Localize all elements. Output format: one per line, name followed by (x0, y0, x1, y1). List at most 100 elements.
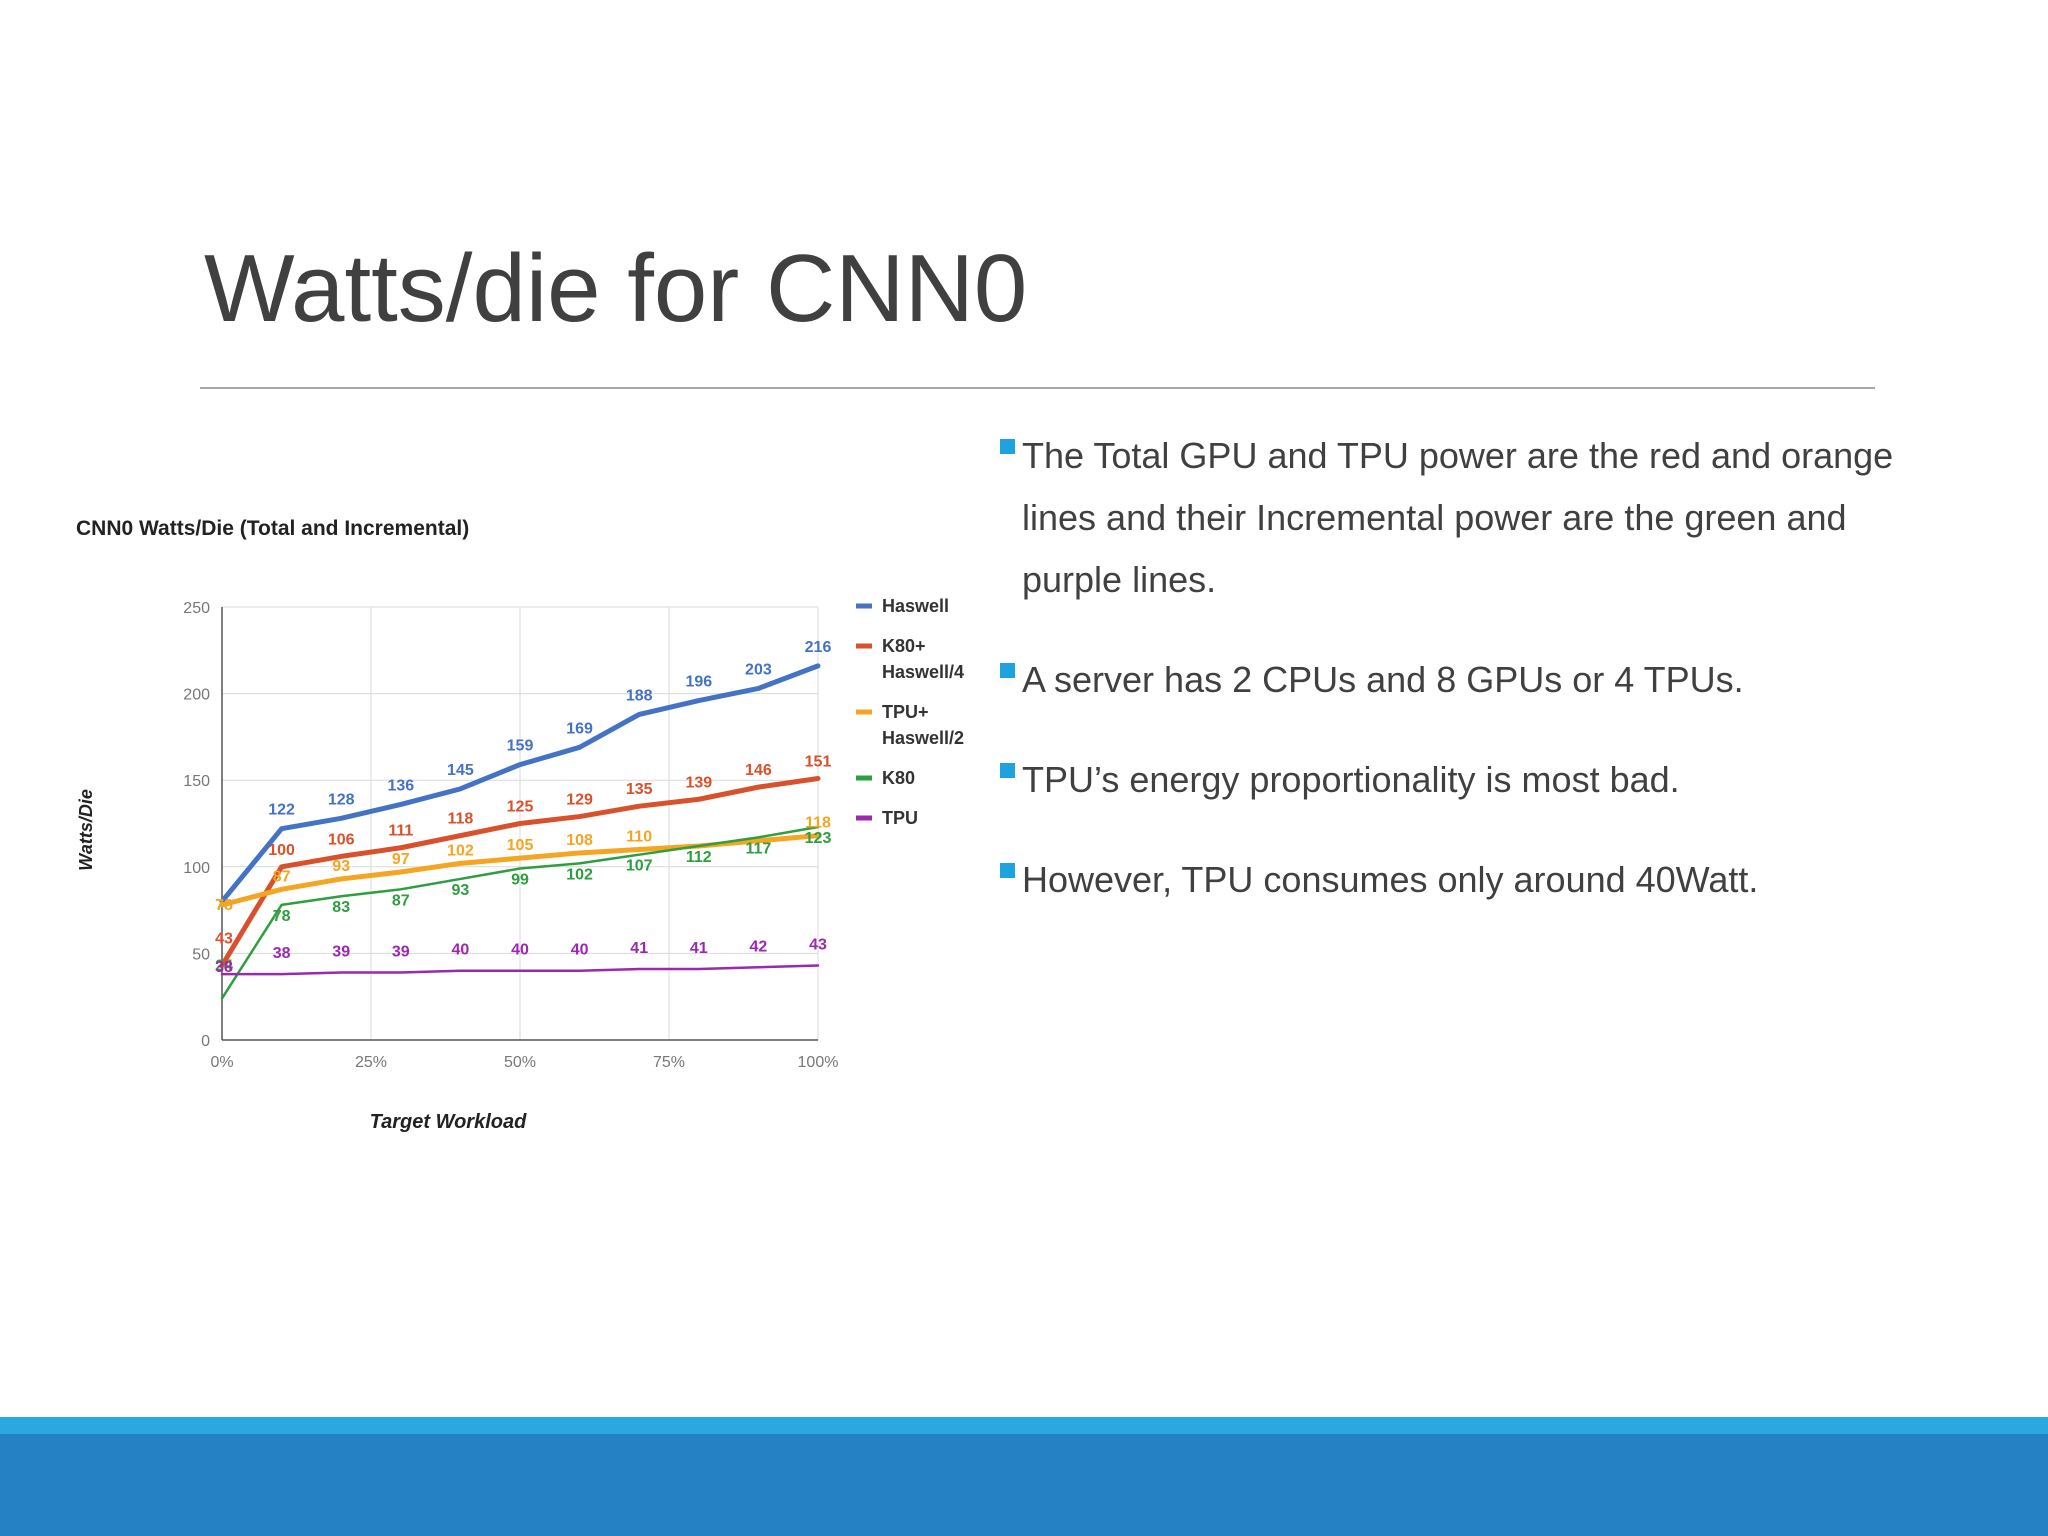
data-label: 118 (447, 811, 473, 828)
data-label: 102 (447, 842, 474, 859)
data-label: 146 (745, 762, 772, 779)
legend-label-line: TPU (882, 808, 918, 828)
data-label: 24 (215, 957, 233, 974)
data-label: 188 (626, 687, 653, 704)
chart-title: CNN0 Watts/Die (Total and Incremental) (76, 517, 469, 540)
data-label: 216 (805, 639, 832, 656)
footer-bar (0, 1434, 2048, 1536)
legend-label-line: K80 (882, 768, 915, 788)
data-label: 38 (273, 945, 291, 962)
y-tick-label: 50 (192, 946, 210, 963)
bullet-list: The Total GPU and TPU power are the red … (1000, 425, 1900, 949)
data-label: 38 (215, 959, 233, 976)
chart-x-axis-label: Target Workload (370, 1111, 527, 1133)
legend-label: TPU (882, 808, 918, 828)
line-chart: CNN0 Watts/Die (Total and Incremental) W… (76, 517, 964, 1133)
data-label: 105 (507, 837, 534, 854)
data-label: 106 (328, 831, 355, 848)
data-label: 135 (626, 781, 653, 798)
legend-label-line: TPU+ (882, 702, 929, 722)
data-label: 128 (328, 791, 355, 808)
data-label: 129 (566, 792, 593, 809)
bullet-square-icon (1000, 763, 1015, 778)
x-tick-label: 75% (653, 1054, 685, 1071)
data-label: 43 (215, 931, 233, 948)
data-label: 107 (626, 858, 653, 875)
y-tick-label: 200 (183, 687, 210, 704)
data-label: 151 (805, 753, 832, 770)
series-line (220, 964, 820, 976)
data-label: 136 (387, 777, 414, 794)
series-line (220, 825, 820, 1000)
data-label: 108 (566, 832, 593, 849)
x-tick-label: 25% (355, 1054, 387, 1071)
bullet-text: A server has 2 CPUs and 8 GPUs or 4 TPUs… (1022, 659, 1744, 700)
data-label: 112 (686, 849, 712, 866)
bullet-text: However, TPU consumes only around 40Watt… (1022, 859, 1759, 900)
data-label: 145 (447, 762, 474, 779)
legend-label: Haswell (882, 596, 949, 616)
chart-legend: Haswell K80+ Haswell/4 TPU+ Haswell/2 K80 TPU (856, 596, 964, 828)
data-label: 117 (745, 840, 771, 857)
y-tick-label: 100 (183, 860, 210, 877)
x-tick-label: 100% (798, 1054, 839, 1071)
data-label: 93 (332, 858, 350, 875)
chart-data-labels: 122 128 136 145 159 169 188 196 203 216 43 100 106 11… (215, 639, 831, 976)
footer-accent-stripe (0, 1417, 2048, 1434)
data-label: 40 (452, 942, 470, 959)
y-tick-label: 250 (183, 600, 210, 617)
series-line (219, 663, 821, 904)
y-tick-label: 150 (183, 773, 210, 790)
x-tick-label: 0% (210, 1054, 233, 1071)
data-label: 100 (268, 842, 295, 859)
x-tick-label: 50% (504, 1054, 536, 1071)
data-label: 125 (507, 799, 534, 816)
bullet-text: TPU’s energy proportionality is most bad… (1022, 759, 1680, 800)
chart-series-lines (219, 663, 821, 1000)
data-label: 39 (392, 943, 410, 960)
bullet-item: However, TPU consumes only around 40Watt… (1000, 849, 1900, 911)
bullet-square-icon (1000, 439, 1015, 454)
data-label: 41 (690, 940, 708, 957)
slide-title: Watts/die for CNN0 (204, 235, 1028, 342)
bullet-square-icon (1000, 663, 1015, 678)
data-label: 169 (566, 720, 593, 737)
data-label: 87 (273, 868, 291, 885)
bullet-item: A server has 2 CPUs and 8 GPUs or 4 TPUs… (1000, 649, 1900, 711)
data-label: 110 (626, 828, 652, 845)
data-label: 40 (511, 942, 529, 959)
data-label: 43 (809, 937, 827, 954)
legend-label-line: Haswell/4 (882, 662, 964, 682)
data-label: 122 (268, 802, 295, 819)
data-label: 99 (511, 872, 529, 889)
data-label: 41 (630, 940, 648, 957)
data-label: 139 (685, 774, 712, 791)
data-label: 196 (685, 674, 712, 691)
data-label: 97 (392, 851, 410, 868)
legend-label-line: Haswell (882, 596, 949, 616)
legend-label-line: Haswell/2 (882, 728, 964, 748)
bullet-square-icon (1000, 863, 1015, 878)
title-divider (200, 387, 1875, 389)
data-label: 111 (388, 823, 413, 840)
series-line (219, 775, 821, 969)
chart-y-axis-label: Watts/Die (76, 789, 96, 871)
data-label: 102 (566, 866, 593, 883)
data-label: 78 (215, 897, 233, 914)
legend-label: K80+ Haswell/4 (882, 636, 964, 682)
bullet-item: TPU’s energy proportionality is most bad… (1000, 749, 1900, 811)
data-label: 83 (332, 899, 350, 916)
data-label: 87 (392, 892, 410, 909)
data-label: 159 (507, 738, 534, 755)
data-label: 118 (805, 815, 831, 832)
legend-label: TPU+ Haswell/2 (882, 702, 964, 748)
data-label: 123 (805, 830, 832, 847)
data-label: 39 (332, 943, 350, 960)
bullet-text: The Total GPU and TPU power are the red … (1022, 435, 1894, 600)
chart-axes: 0 50 100 150 200 250 0% 25% 50% 75% 100% (183, 600, 838, 1071)
data-label: 40 (571, 942, 589, 959)
data-label: 93 (452, 882, 470, 899)
data-label: 78 (273, 908, 291, 925)
data-label: 42 (750, 938, 768, 955)
data-label: 203 (745, 661, 772, 678)
